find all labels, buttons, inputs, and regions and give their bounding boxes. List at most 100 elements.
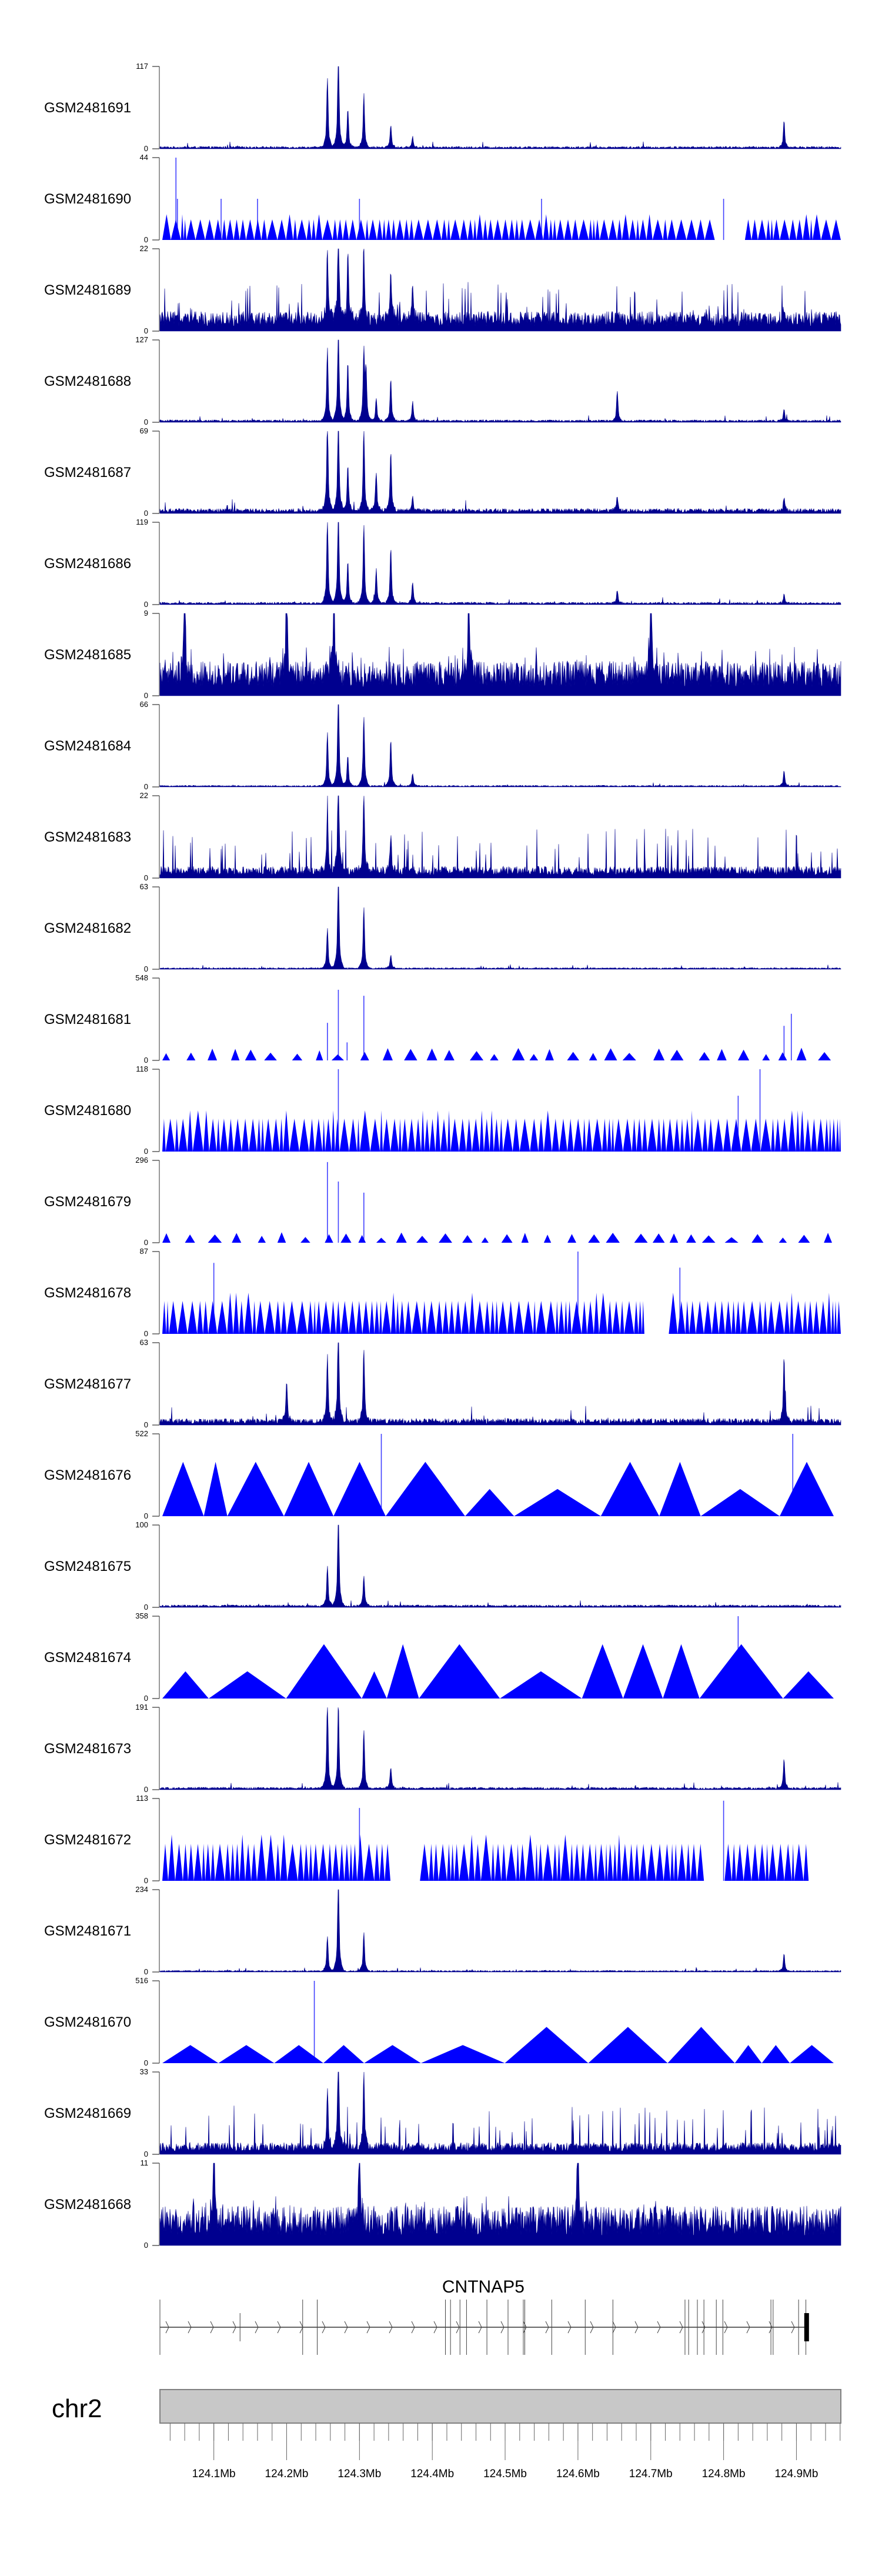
track-label: GSM2481677 [44,1376,131,1392]
y-min-label: 0 [144,1967,148,1976]
y-max-label: 191 [135,1703,148,1711]
track-label: GSM2481676 [44,1467,131,1483]
y-min-label: 0 [144,1876,148,1885]
y-max-label: 11 [141,2158,149,2167]
y-min-label: 0 [144,1238,148,1247]
y-min-label: 0 [144,691,148,700]
x-tick-label: 124.7Mb [629,2468,673,2480]
y-max-label: 113 [136,1794,148,1803]
signal-area [159,66,841,149]
y-min-label: 0 [144,600,148,609]
strand-arrow-icon [634,2321,639,2334]
y-min-label: 0 [144,235,148,244]
track-label: GSM2481681 [44,1012,131,1027]
strand-arrow-icon [411,2321,415,2334]
signal-triangles [160,1232,832,1243]
x-tick-label: 124.5Mb [483,2468,527,2480]
y-min-label: 0 [144,1056,148,1065]
y-min-label: 0 [144,1420,148,1429]
strand-arrow-icon [746,2321,750,2334]
strand-arrow-icon [255,2321,259,2334]
track-label: GSM2481672 [44,1832,131,1848]
y-max-label: 548 [135,973,148,982]
track-label: GSM2481674 [44,1650,131,1666]
y-min-label: 0 [144,326,148,335]
strand-arrow-icon [657,2321,661,2334]
signal-area [159,1342,841,1426]
signal-triangles [160,1293,841,1334]
y-min-label: 0 [144,965,148,973]
y-max-label: 119 [136,518,148,526]
y-min-label: 0 [144,2241,148,2250]
y-max-label: 22 [140,791,148,800]
track-label: GSM2481690 [44,191,131,207]
signal-area [159,704,841,788]
y-min-label: 0 [144,418,148,426]
strand-arrow-icon [188,2321,192,2334]
track-label: GSM2481675 [44,1559,131,1574]
strand-arrow-icon [769,2321,773,2334]
track-label: GSM2481670 [44,2014,131,2030]
y-max-label: 87 [140,1247,148,1256]
x-tick-label: 124.1Mb [192,2468,236,2480]
y-min-label: 0 [144,1694,148,1703]
strand-arrow-icon [500,2321,505,2334]
signal-area [159,248,841,332]
y-max-label: 66 [140,700,148,709]
track-label: GSM2481668 [44,2197,131,2213]
signal-triangles [160,1834,809,1881]
signal-triangles [160,2027,834,2063]
track-label: GSM2481689 [44,282,131,298]
strand-arrow-icon [523,2321,527,2334]
signal-area [159,613,841,696]
strand-arrow-icon [701,2321,706,2334]
y-min-label: 0 [144,1329,148,1338]
y-min-label: 0 [144,2058,148,2067]
track-label: GSM2481678 [44,1285,131,1301]
strand-arrow-icon [590,2321,594,2334]
y-max-label: 522 [135,1429,148,1438]
track-label: GSM2481673 [44,1741,131,1757]
strand-arrow-icon [478,2321,482,2334]
x-tick-label: 124.8Mb [702,2468,746,2480]
y-max-label: 117 [136,62,148,71]
track-label: GSM2481688 [44,373,131,389]
y-min-label: 0 [144,1147,148,1156]
signal-area [159,1524,841,1608]
y-max-label: 296 [135,1156,148,1164]
strand-arrow-icon [210,2321,214,2334]
track-label: GSM2481687 [44,465,131,481]
x-tick-label: 124.4Mb [410,2468,454,2480]
strand-arrow-icon [344,2321,348,2334]
signal-triangles [160,1110,841,1152]
strand-arrow-icon [389,2321,393,2334]
gene-name: CNTNAP5 [442,2277,524,2297]
y-max-label: 44 [140,153,148,162]
signal-area [159,431,841,514]
track-label: GSM2481685 [44,647,131,663]
signal-triangles [160,1461,834,1516]
strand-arrow-icon [165,2321,169,2334]
strand-arrow-icon [456,2321,460,2334]
y-max-label: 33 [140,2067,148,2076]
y-max-label: 63 [140,882,148,891]
strand-arrow-icon [322,2321,326,2334]
y-max-label: 63 [140,1338,148,1347]
track-label: GSM2481691 [44,100,131,116]
track-label: GSM2481682 [44,920,131,936]
y-min-label: 0 [144,782,148,791]
y-max-label: 234 [135,1885,148,1894]
chromosome-ideogram [159,2389,841,2424]
x-tick-label: 124.9Mb [774,2468,818,2480]
x-tick-label: 124.2Mb [265,2468,309,2480]
y-max-label: 118 [136,1065,148,1073]
track-label: GSM2481680 [44,1103,131,1119]
signal-area [159,886,841,970]
y-min-label: 0 [144,144,148,153]
strand-arrow-icon [232,2321,236,2334]
strand-arrow-icon [791,2321,795,2334]
track-label: GSM2481679 [44,1194,131,1210]
strand-arrow-icon [366,2321,370,2334]
strand-arrow-icon [724,2321,728,2334]
